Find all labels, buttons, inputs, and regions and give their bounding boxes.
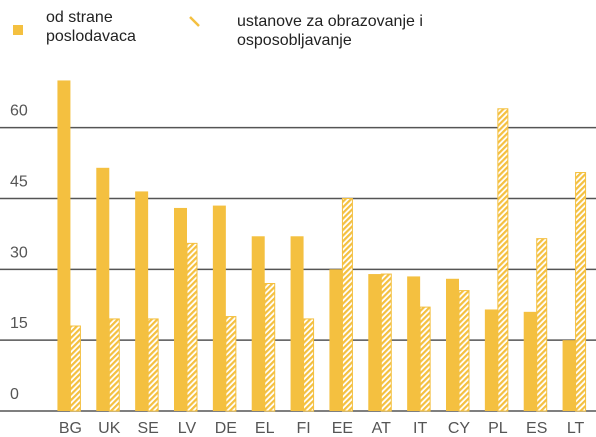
bar bbox=[484, 309, 498, 411]
bar bbox=[458, 290, 470, 412]
bar bbox=[380, 273, 392, 412]
x-tick-label: IT bbox=[413, 420, 427, 437]
bar bbox=[108, 318, 120, 412]
y-tick-label: 45 bbox=[10, 174, 28, 191]
y-tick-label: 60 bbox=[10, 103, 28, 120]
bar bbox=[419, 306, 431, 412]
x-tick-label: SE bbox=[137, 420, 158, 437]
legend-label: ustanove za obrazovanje i osposobljavanj… bbox=[237, 13, 423, 49]
x-tick-label: ES bbox=[526, 420, 547, 437]
bar bbox=[96, 167, 110, 411]
bar bbox=[341, 198, 353, 412]
bar bbox=[135, 191, 149, 411]
bar bbox=[290, 236, 304, 411]
bar bbox=[251, 236, 265, 411]
bar bbox=[57, 80, 71, 411]
y-tick-label: 15 bbox=[10, 315, 28, 332]
legend-marker bbox=[13, 25, 23, 35]
x-tick-label: UK bbox=[98, 420, 121, 437]
bar bbox=[212, 205, 226, 411]
x-tick-label: LT bbox=[567, 420, 585, 437]
x-tick-label: AT bbox=[372, 420, 391, 437]
bar bbox=[446, 278, 459, 411]
bar bbox=[174, 207, 187, 411]
x-tick-label: EE bbox=[332, 420, 353, 437]
bar bbox=[575, 172, 587, 412]
x-tick-label: BG bbox=[59, 420, 82, 437]
bar bbox=[147, 318, 159, 412]
y-tick-label: 0 bbox=[10, 386, 19, 403]
bar bbox=[69, 325, 81, 412]
bar bbox=[497, 108, 509, 412]
bar bbox=[407, 276, 421, 411]
bar bbox=[562, 340, 576, 411]
bar bbox=[264, 283, 276, 412]
legend-label: od strane poslodavaca bbox=[46, 9, 136, 45]
bar bbox=[523, 311, 537, 411]
x-tick-label: DE bbox=[215, 420, 237, 437]
bar bbox=[329, 269, 343, 411]
bar bbox=[536, 238, 548, 412]
x-tick-label: FI bbox=[296, 420, 310, 437]
y-tick-label: 30 bbox=[10, 244, 28, 261]
bar bbox=[303, 318, 315, 412]
bar bbox=[225, 316, 237, 412]
x-tick-label: CY bbox=[448, 420, 471, 437]
x-tick-label: EL bbox=[255, 420, 275, 437]
x-tick-label: LV bbox=[178, 420, 197, 437]
legend-marker bbox=[189, 16, 200, 27]
bar bbox=[368, 274, 382, 411]
x-tick-label: PL bbox=[488, 420, 508, 437]
bar bbox=[186, 242, 198, 412]
